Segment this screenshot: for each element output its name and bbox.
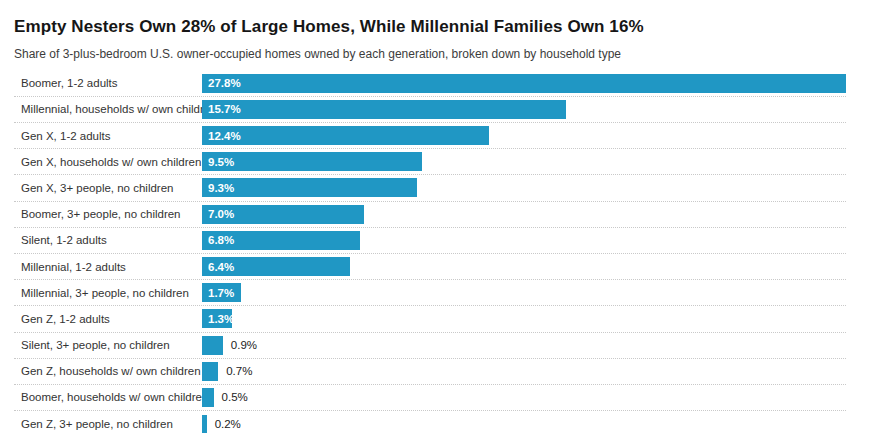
category-label: Silent, 1-2 adults	[14, 234, 202, 246]
bar-track: 9.5%	[202, 152, 846, 171]
category-label: Gen Z, households w/ own children	[14, 365, 202, 377]
chart-subtitle: Share of 3-plus-bedroom U.S. owner-occup…	[14, 47, 846, 61]
bar: 6.4%	[202, 257, 350, 276]
bar-row: Gen X, households w/ own children 9.5%	[14, 149, 846, 175]
chart-card: Empty Nesters Own 28% of Large Homes, Wh…	[0, 0, 877, 433]
value-label-inside: 9.3%	[208, 182, 234, 194]
bar-row: Millennial, households w/ own children 1…	[14, 97, 846, 123]
value-label-inside: 27.8%	[208, 77, 241, 89]
category-label: Gen X, households w/ own children	[14, 156, 202, 168]
category-label: Millennial, households w/ own children	[14, 103, 202, 115]
bar	[202, 336, 223, 355]
bar-track: 6.4%	[202, 257, 846, 276]
bar-track: 7.0%	[202, 205, 846, 224]
value-label-inside: 1.7%	[208, 287, 234, 299]
bar-row: Boomer, 1-2 adults 27.8%	[14, 71, 846, 97]
bar: 6.8%	[202, 231, 360, 250]
category-label: Gen X, 3+ people, no children	[14, 182, 202, 194]
bar-row: Boomer, 3+ people, no children 7.0%	[14, 202, 846, 228]
bar-track: 1.7%	[202, 283, 846, 302]
bar-row: Millennial, 1-2 adults 6.4%	[14, 254, 846, 280]
category-label: Millennial, 3+ people, no children	[14, 287, 202, 299]
bar-track: 6.8%	[202, 231, 846, 250]
bar-chart: Boomer, 1-2 adults 27.8% Millennial, hou…	[14, 71, 846, 433]
bar: 12.4%	[202, 126, 489, 145]
bar-track: 0.2%	[202, 415, 846, 433]
category-label: Boomer, 3+ people, no children	[14, 208, 202, 220]
bar-row: Gen Z, 1-2 adults 1.3%	[14, 306, 846, 332]
bar	[202, 388, 214, 407]
bar-track: 1.3%	[202, 309, 846, 328]
value-label-outside: 0.7%	[226, 365, 252, 377]
value-label-outside: 0.5%	[222, 391, 248, 403]
category-label: Silent, 3+ people, no children	[14, 339, 202, 351]
chart-title: Empty Nesters Own 28% of Large Homes, Wh…	[14, 16, 846, 37]
value-label-inside: 7.0%	[208, 208, 234, 220]
bar-row: Boomer, households w/ own children 0.5%	[14, 385, 846, 411]
bar: 15.7%	[202, 100, 566, 119]
category-label: Gen Z, 3+ people, no children	[14, 418, 202, 430]
bar-track: 15.7%	[202, 100, 846, 119]
bar-track: 0.7%	[202, 362, 846, 381]
bar-row: Silent, 3+ people, no children 0.9%	[14, 333, 846, 359]
bar: 7.0%	[202, 205, 364, 224]
value-label-inside: 6.4%	[208, 261, 234, 273]
bar: 1.3%	[202, 309, 232, 328]
category-label: Millennial, 1-2 adults	[14, 261, 202, 273]
value-label-outside: 0.9%	[231, 339, 257, 351]
bar	[202, 415, 207, 433]
bar-track: 0.5%	[202, 388, 846, 407]
bar: 1.7%	[202, 283, 241, 302]
bar-row: Millennial, 3+ people, no children 1.7%	[14, 280, 846, 306]
bar: 27.8%	[202, 74, 846, 93]
bar-track: 12.4%	[202, 126, 846, 145]
bar-row: Gen Z, households w/ own children 0.7%	[14, 359, 846, 385]
bar-track: 9.3%	[202, 178, 846, 197]
bar-row: Gen Z, 3+ people, no children 0.2%	[14, 411, 846, 433]
bar	[202, 362, 218, 381]
bar-row: Gen X, 1-2 adults 12.4%	[14, 123, 846, 149]
bar: 9.3%	[202, 178, 417, 197]
bar-row: Gen X, 3+ people, no children 9.3%	[14, 175, 846, 201]
value-label-inside: 15.7%	[208, 103, 241, 115]
value-label-outside: 0.2%	[215, 418, 241, 430]
bar-track: 0.9%	[202, 336, 846, 355]
value-label-inside: 6.8%	[208, 234, 234, 246]
category-label: Gen X, 1-2 adults	[14, 130, 202, 142]
value-label-inside: 12.4%	[208, 130, 241, 142]
category-label: Boomer, 1-2 adults	[14, 77, 202, 89]
value-label-inside: 9.5%	[208, 156, 234, 168]
bar: 9.5%	[202, 152, 422, 171]
bar-track: 27.8%	[202, 74, 846, 93]
bar-row: Silent, 1-2 adults 6.8%	[14, 228, 846, 254]
value-label-inside: 1.3%	[208, 313, 234, 325]
category-label: Gen Z, 1-2 adults	[14, 313, 202, 325]
category-label: Boomer, households w/ own children	[14, 391, 202, 403]
